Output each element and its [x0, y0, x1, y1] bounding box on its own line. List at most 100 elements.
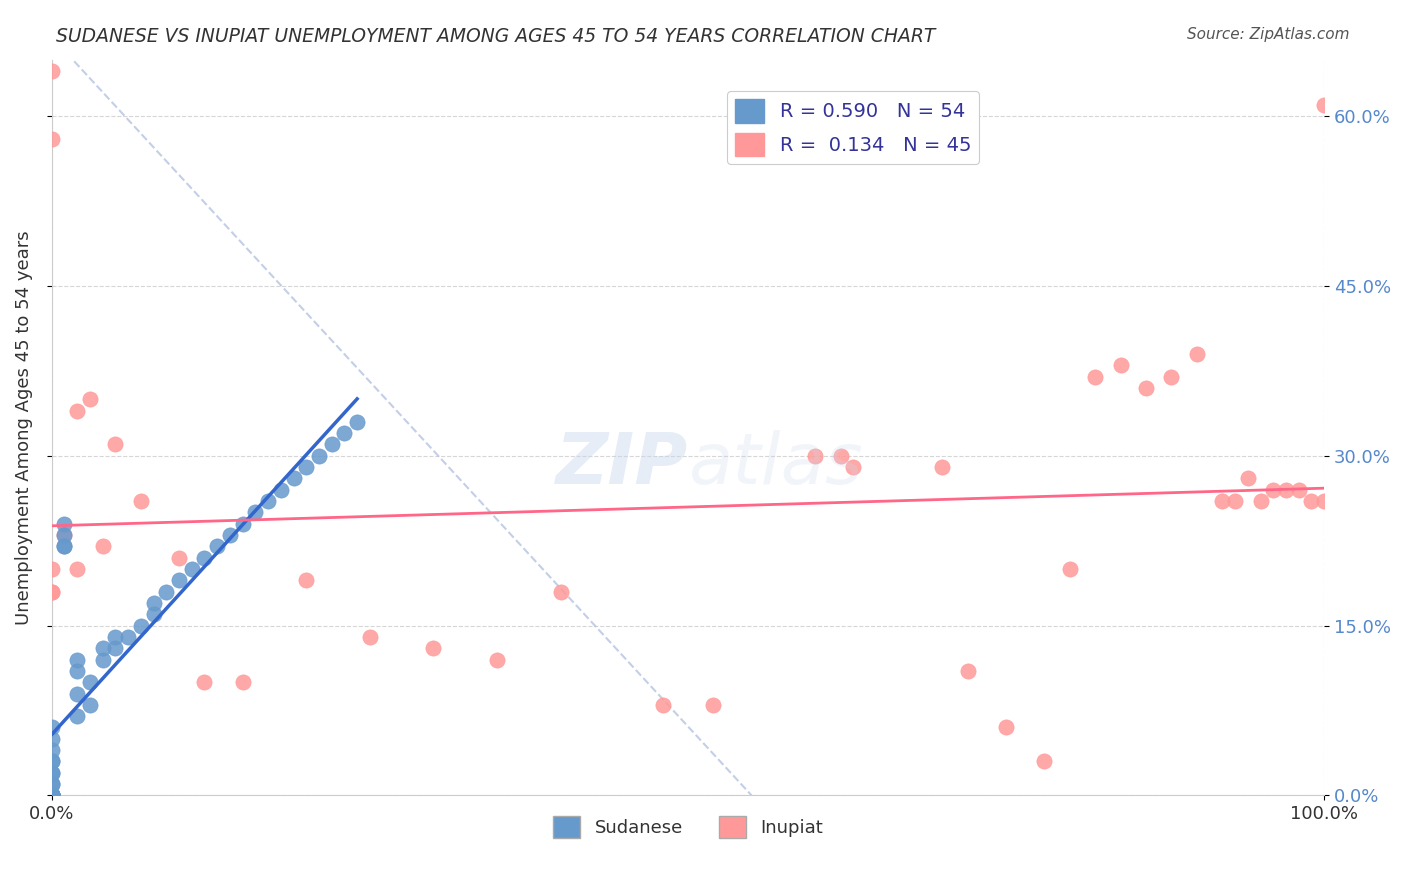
- Point: [129, 494, 152, 508]
- Point: [995, 721, 1018, 735]
- Point: [295, 574, 318, 588]
- Point: [142, 596, 165, 610]
- Point: [41, 731, 63, 746]
- Point: [346, 415, 368, 429]
- Point: [167, 574, 190, 588]
- Point: [41, 743, 63, 757]
- Point: [41, 789, 63, 803]
- Point: [830, 449, 852, 463]
- Point: [41, 789, 63, 803]
- Point: [931, 460, 953, 475]
- Point: [1250, 494, 1272, 508]
- Point: [1263, 483, 1285, 497]
- Point: [41, 777, 63, 791]
- Point: [422, 641, 444, 656]
- Point: [41, 132, 63, 146]
- Point: [245, 505, 267, 519]
- Point: [180, 562, 202, 576]
- Point: [1275, 483, 1298, 497]
- Point: [41, 789, 63, 803]
- Point: [155, 584, 177, 599]
- Point: [66, 562, 89, 576]
- Point: [702, 698, 724, 712]
- Point: [41, 789, 63, 803]
- Point: [1185, 347, 1208, 361]
- Point: [321, 437, 343, 451]
- Point: [41, 789, 63, 803]
- Point: [333, 426, 356, 441]
- Point: [91, 540, 114, 554]
- Point: [53, 528, 76, 542]
- Text: atlas: atlas: [688, 430, 862, 499]
- Point: [41, 755, 63, 769]
- Point: [232, 516, 254, 531]
- Point: [41, 765, 63, 780]
- Point: [91, 641, 114, 656]
- Point: [1313, 98, 1336, 112]
- Point: [1059, 562, 1081, 576]
- Point: [1288, 483, 1310, 497]
- Point: [193, 550, 215, 565]
- Point: [41, 789, 63, 803]
- Point: [66, 686, 89, 700]
- Point: [117, 630, 139, 644]
- Point: [804, 449, 827, 463]
- Point: [1033, 755, 1056, 769]
- Point: [842, 460, 865, 475]
- Point: [1135, 381, 1157, 395]
- Point: [1223, 494, 1246, 508]
- Point: [142, 607, 165, 622]
- Point: [53, 528, 76, 542]
- Point: [41, 562, 63, 576]
- Point: [651, 698, 673, 712]
- Point: [1084, 369, 1107, 384]
- Point: [79, 392, 101, 407]
- Point: [41, 755, 63, 769]
- Text: ZIP: ZIP: [555, 430, 688, 499]
- Point: [550, 584, 572, 599]
- Point: [66, 664, 89, 678]
- Point: [66, 652, 89, 666]
- Point: [956, 664, 979, 678]
- Point: [486, 652, 509, 666]
- Point: [41, 584, 63, 599]
- Point: [1160, 369, 1182, 384]
- Point: [167, 550, 190, 565]
- Text: SUDANESE VS INUPIAT UNEMPLOYMENT AMONG AGES 45 TO 54 YEARS CORRELATION CHART: SUDANESE VS INUPIAT UNEMPLOYMENT AMONG A…: [56, 27, 935, 45]
- Point: [1313, 494, 1336, 508]
- Point: [41, 765, 63, 780]
- Point: [193, 675, 215, 690]
- Point: [41, 789, 63, 803]
- Point: [232, 675, 254, 690]
- Point: [79, 675, 101, 690]
- Point: [41, 721, 63, 735]
- Point: [257, 494, 280, 508]
- Point: [91, 652, 114, 666]
- Point: [129, 618, 152, 632]
- Point: [270, 483, 292, 497]
- Point: [283, 471, 305, 485]
- Point: [359, 630, 381, 644]
- Point: [53, 540, 76, 554]
- Point: [41, 789, 63, 803]
- Point: [104, 630, 127, 644]
- Text: Source: ZipAtlas.com: Source: ZipAtlas.com: [1187, 27, 1350, 42]
- Point: [104, 437, 127, 451]
- Point: [79, 698, 101, 712]
- Point: [104, 641, 127, 656]
- Point: [308, 449, 330, 463]
- Point: [41, 789, 63, 803]
- Legend: Sudanese, Inupiat: Sudanese, Inupiat: [546, 809, 831, 846]
- Point: [53, 516, 76, 531]
- Point: [205, 540, 228, 554]
- Point: [1109, 358, 1132, 372]
- Point: [41, 789, 63, 803]
- Point: [41, 777, 63, 791]
- Point: [1301, 494, 1323, 508]
- Point: [1236, 471, 1258, 485]
- Point: [53, 540, 76, 554]
- Point: [295, 460, 318, 475]
- Point: [41, 584, 63, 599]
- Point: [41, 64, 63, 78]
- Point: [219, 528, 242, 542]
